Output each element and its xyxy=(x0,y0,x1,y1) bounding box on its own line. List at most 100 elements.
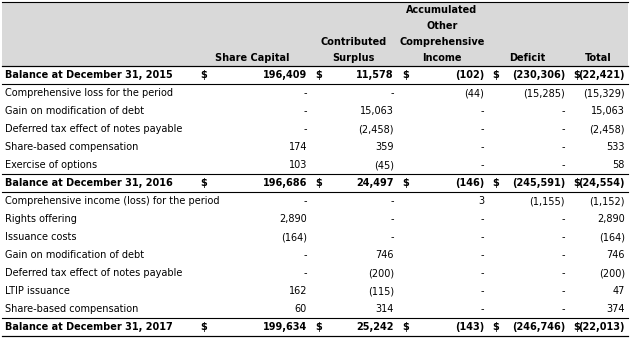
Text: -: - xyxy=(561,160,565,170)
Text: -: - xyxy=(391,232,394,242)
Text: (15,285): (15,285) xyxy=(524,88,565,98)
Text: 374: 374 xyxy=(607,304,625,314)
Bar xyxy=(2,2,628,66)
Text: -: - xyxy=(481,232,484,242)
Text: 15,063: 15,063 xyxy=(360,106,394,116)
Text: $: $ xyxy=(402,70,409,80)
Text: -: - xyxy=(561,142,565,152)
Text: Deficit: Deficit xyxy=(510,53,546,63)
Text: $: $ xyxy=(573,70,580,80)
Text: (44): (44) xyxy=(464,88,484,98)
Text: -: - xyxy=(561,214,565,224)
Text: 15,063: 15,063 xyxy=(591,106,625,116)
Text: -: - xyxy=(481,106,484,116)
Text: 359: 359 xyxy=(375,142,394,152)
Text: Balance at December 31, 2015: Balance at December 31, 2015 xyxy=(5,70,173,80)
Text: (24,554): (24,554) xyxy=(578,178,625,188)
Text: Gain on modification of debt: Gain on modification of debt xyxy=(5,106,144,116)
Text: 47: 47 xyxy=(612,286,625,296)
Text: -: - xyxy=(481,268,484,278)
Text: Share Capital: Share Capital xyxy=(215,53,290,63)
Text: -: - xyxy=(481,160,484,170)
Text: -: - xyxy=(304,106,307,116)
Text: 24,497: 24,497 xyxy=(357,178,394,188)
Text: -: - xyxy=(304,250,307,260)
Text: 11,578: 11,578 xyxy=(357,70,394,80)
Text: $: $ xyxy=(200,70,207,80)
Text: (22,013): (22,013) xyxy=(578,322,625,332)
Text: Gain on modification of debt: Gain on modification of debt xyxy=(5,250,144,260)
Text: $: $ xyxy=(492,178,499,188)
Text: Income: Income xyxy=(422,53,462,63)
Text: Other: Other xyxy=(427,21,457,31)
Text: (2,458): (2,458) xyxy=(358,124,394,134)
Text: (102): (102) xyxy=(455,70,484,80)
Text: (143): (143) xyxy=(455,322,484,332)
Text: (15,329): (15,329) xyxy=(583,88,625,98)
Text: $: $ xyxy=(402,178,409,188)
Text: 533: 533 xyxy=(607,142,625,152)
Text: Balance at December 31, 2017: Balance at December 31, 2017 xyxy=(5,322,173,332)
Text: -: - xyxy=(481,250,484,260)
Text: 314: 314 xyxy=(375,304,394,314)
Text: 103: 103 xyxy=(289,160,307,170)
Text: Contributed: Contributed xyxy=(321,37,387,47)
Text: -: - xyxy=(481,214,484,224)
Text: Balance at December 31, 2016: Balance at December 31, 2016 xyxy=(5,178,173,188)
Text: -: - xyxy=(304,88,307,98)
Text: -: - xyxy=(304,196,307,206)
Text: 2,890: 2,890 xyxy=(597,214,625,224)
Text: (1,152): (1,152) xyxy=(590,196,625,206)
Text: -: - xyxy=(391,196,394,206)
Text: 746: 746 xyxy=(375,250,394,260)
Text: -: - xyxy=(391,214,394,224)
Text: 199,634: 199,634 xyxy=(263,322,307,332)
Text: -: - xyxy=(561,250,565,260)
Text: Share-based compensation: Share-based compensation xyxy=(5,304,139,314)
Text: (164): (164) xyxy=(599,232,625,242)
Text: Issuance costs: Issuance costs xyxy=(5,232,76,242)
Text: 25,242: 25,242 xyxy=(357,322,394,332)
Text: $: $ xyxy=(573,178,580,188)
Text: Comprehensive income (loss) for the period: Comprehensive income (loss) for the peri… xyxy=(5,196,219,206)
Text: Total: Total xyxy=(585,53,611,63)
Text: (1,155): (1,155) xyxy=(529,196,565,206)
Text: Deferred tax effect of notes payable: Deferred tax effect of notes payable xyxy=(5,124,182,134)
Text: (45): (45) xyxy=(374,160,394,170)
Text: 3: 3 xyxy=(478,196,484,206)
Text: 2,890: 2,890 xyxy=(279,214,307,224)
Text: Deferred tax effect of notes payable: Deferred tax effect of notes payable xyxy=(5,268,182,278)
Text: (230,306): (230,306) xyxy=(512,70,565,80)
Text: Exercise of options: Exercise of options xyxy=(5,160,97,170)
Text: -: - xyxy=(561,304,565,314)
Text: -: - xyxy=(481,124,484,134)
Text: (246,746): (246,746) xyxy=(512,322,565,332)
Text: -: - xyxy=(481,142,484,152)
Text: (200): (200) xyxy=(368,268,394,278)
Text: 174: 174 xyxy=(289,142,307,152)
Text: 162: 162 xyxy=(289,286,307,296)
Text: Accumulated: Accumulated xyxy=(406,5,478,15)
Text: -: - xyxy=(561,232,565,242)
Text: $: $ xyxy=(402,322,409,332)
Text: Surplus: Surplus xyxy=(332,53,375,63)
Text: -: - xyxy=(561,106,565,116)
Text: 58: 58 xyxy=(612,160,625,170)
Text: -: - xyxy=(561,124,565,134)
Text: (146): (146) xyxy=(455,178,484,188)
Text: -: - xyxy=(561,268,565,278)
Text: Comprehensive: Comprehensive xyxy=(399,37,484,47)
Text: $: $ xyxy=(200,322,207,332)
Text: -: - xyxy=(481,304,484,314)
Text: Rights offering: Rights offering xyxy=(5,214,77,224)
Text: $: $ xyxy=(315,70,322,80)
Text: LTIP issuance: LTIP issuance xyxy=(5,286,70,296)
Text: $: $ xyxy=(492,322,499,332)
Text: $: $ xyxy=(315,322,322,332)
Text: (164): (164) xyxy=(281,232,307,242)
Text: $: $ xyxy=(315,178,322,188)
Text: 746: 746 xyxy=(607,250,625,260)
Text: -: - xyxy=(304,268,307,278)
Text: Share-based compensation: Share-based compensation xyxy=(5,142,139,152)
Text: (115): (115) xyxy=(368,286,394,296)
